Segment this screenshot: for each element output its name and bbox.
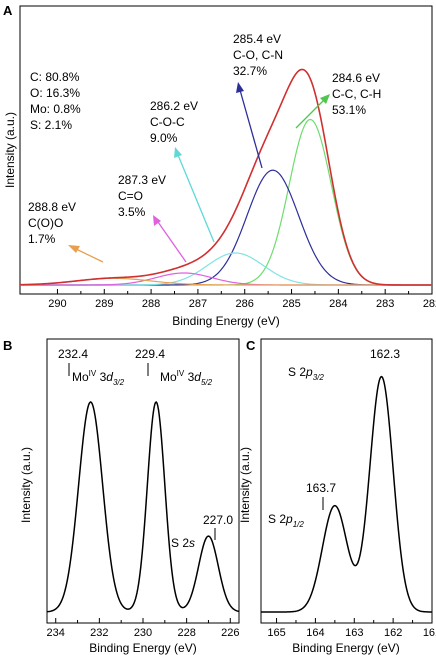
peak-label-163: 163.7 <box>306 481 336 495</box>
arrowhead-287 <box>153 215 161 226</box>
peak-label-227: 227.0 <box>203 513 233 527</box>
anno-288-bond: C(O)O <box>28 216 63 230</box>
panel-c-x-ticks: 165 164 163 162 161 <box>267 618 436 639</box>
panel-b-x-ticks: 234 232 230 228 226 <box>47 618 239 639</box>
panel-a-tick-label-288: 288 <box>142 298 160 310</box>
panel-a-x-ticks: 290 289 288 287 286 285 284 283 282 <box>48 289 436 310</box>
s2p32-label: S 2p3/2 <box>288 365 324 382</box>
arrow-287 <box>157 221 187 263</box>
composition-mo: Mo: 0.8% <box>30 102 81 116</box>
panel-a-ylabel: Intensity (a.u.) <box>3 112 17 188</box>
s2p12-label: S 2p1/2 <box>268 512 304 529</box>
panel-c-ylabel: Intensity (a.u.) <box>238 447 252 523</box>
panel-b-curves <box>46 401 240 613</box>
panel-b-tick-label-232: 232 <box>90 627 108 639</box>
anno-285-bond: C-O, C-N <box>233 48 283 62</box>
panel-a-tick-label-284: 284 <box>329 298 347 310</box>
mo-3d-spectrum <box>46 401 240 613</box>
panel-a-curves <box>19 68 432 286</box>
panel-c-letter: C <box>246 338 256 353</box>
panel-c-curves <box>261 375 433 613</box>
panel-a-tick-label-283: 283 <box>376 298 394 310</box>
s2s-label: S 2s <box>171 536 195 550</box>
panel-c-frame <box>260 338 433 624</box>
arrow-286 <box>177 154 215 243</box>
panel-b-tick-label-230: 230 <box>134 627 152 639</box>
panel-a-letter: A <box>3 3 13 18</box>
arrowhead-286 <box>174 147 182 158</box>
panel-b-tick-label-234: 234 <box>47 627 65 639</box>
panel-a-tick-label-287: 287 <box>189 298 207 310</box>
anno-288-percent: 1.7% <box>28 232 56 246</box>
panel-b-letter: B <box>3 338 12 353</box>
anno-287-percent: 3.5% <box>118 205 146 219</box>
composition-o: O: 16.3% <box>30 86 80 100</box>
anno-286-percent: 9.0% <box>150 131 178 145</box>
panel-a-tick-label-289: 289 <box>95 298 113 310</box>
panel-c: C 165 164 163 162 161 Binding Energy (eV) In… <box>238 338 436 655</box>
envelope-curve <box>19 68 432 286</box>
panel-c-xlabel: Binding Energy (eV) <box>292 641 399 655</box>
anno-287-energy: 287.3 eV <box>118 173 166 187</box>
panel-b-tick-label-228: 228 <box>177 627 195 639</box>
arrow-284 <box>295 99 325 129</box>
anno-285-percent: 32.7% <box>233 64 267 78</box>
panel-b-ylabel: Intensity (a.u.) <box>19 447 33 523</box>
anno-287-bond: C=O <box>118 189 143 203</box>
panel-a-tick-label-285: 285 <box>282 298 300 310</box>
composition-c: C: 80.8% <box>30 70 80 84</box>
panel-a-tick-label-282: 282 <box>423 298 436 310</box>
anno-284-bond: C-C, C-H <box>332 87 381 101</box>
panel-a-tick-label-286: 286 <box>236 298 254 310</box>
anno-286-energy: 286.2 eV <box>150 99 198 113</box>
peak-label-229: 229.4 <box>135 347 165 361</box>
composition-s: S: 2.1% <box>30 118 72 132</box>
arrow-288 <box>75 248 104 263</box>
panel-c-tick-label-162: 162 <box>384 627 402 639</box>
arrowhead-288 <box>68 245 80 253</box>
panel-a-arrows <box>68 82 330 263</box>
panel-a: A 290 289 288 287 286 285 284 283 282 Binding En… <box>3 3 436 328</box>
s-2p-spectrum <box>261 375 433 613</box>
peak-label-162: 162.3 <box>370 347 400 361</box>
panel-b-tick-label-226: 226 <box>221 627 239 639</box>
panel-a-xlabel: Binding Energy (eV) <box>172 314 279 328</box>
anno-286-bond: C-O-C <box>150 115 185 129</box>
anno-284-percent: 53.1% <box>332 103 366 117</box>
anno-288-energy: 288.8 eV <box>28 200 76 214</box>
component-c-c-c-h <box>20 118 432 286</box>
anno-285-energy: 285.4 eV <box>233 32 281 46</box>
panel-c-tick-label-164: 164 <box>306 627 324 639</box>
component-c-o <box>20 272 432 286</box>
panel-c-tick-label-161: 161 <box>423 627 436 639</box>
anno-284-energy: 284.6 eV <box>332 71 380 85</box>
panel-c-tick-label-163: 163 <box>345 627 363 639</box>
panel-a-tick-label-290: 290 <box>48 298 66 310</box>
panel-b: B 234 232 230 228 226 Binding Energy (eV) In… <box>3 338 240 655</box>
mo-3d32-label: MoIV 3d3/2 <box>72 369 125 387</box>
panel-a-frame <box>19 5 433 295</box>
mo-3d52-label: MoIV 3d5/2 <box>160 369 213 387</box>
peak-label-232: 232.4 <box>58 347 88 361</box>
arrowhead-285 <box>236 82 244 93</box>
arrow-285 <box>239 89 263 169</box>
panel-c-tick-label-165: 165 <box>267 627 285 639</box>
panel-b-xlabel: Binding Energy (eV) <box>89 641 196 655</box>
arrowhead-284 <box>320 94 330 104</box>
